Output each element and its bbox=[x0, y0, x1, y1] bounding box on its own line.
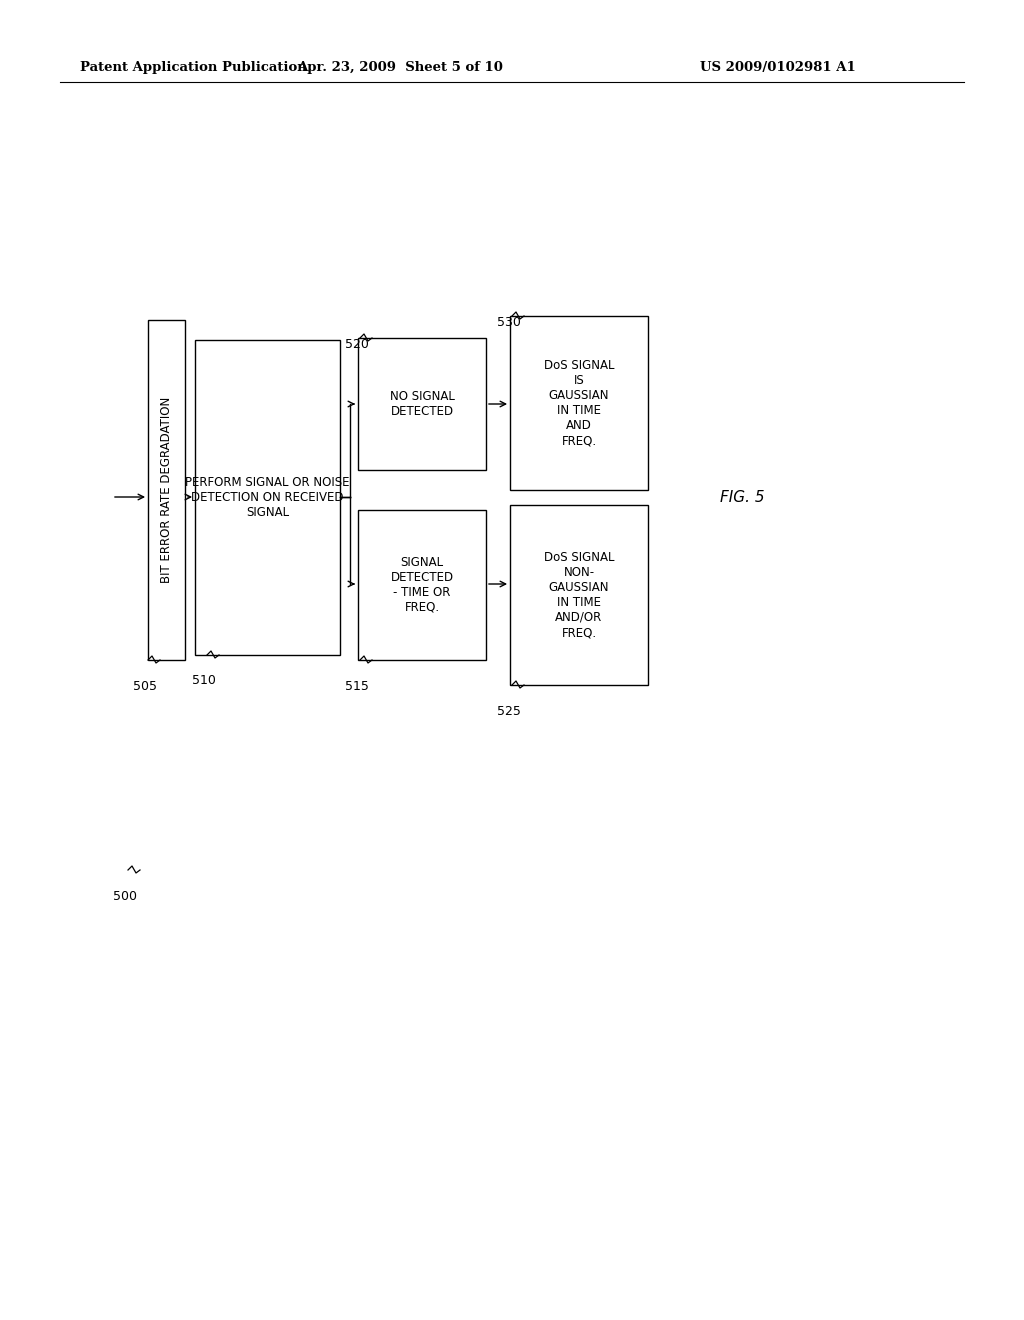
Text: 515: 515 bbox=[345, 680, 369, 693]
Bar bbox=[358, 510, 486, 660]
Text: 500: 500 bbox=[113, 890, 137, 903]
Text: 525: 525 bbox=[497, 705, 521, 718]
Text: BIT ERROR RATE DEGRADATION: BIT ERROR RATE DEGRADATION bbox=[160, 397, 173, 583]
Text: DoS SIGNAL
NON-
GAUSSIAN
IN TIME
AND/OR
FREQ.: DoS SIGNAL NON- GAUSSIAN IN TIME AND/OR … bbox=[544, 550, 614, 639]
Bar bbox=[358, 338, 486, 470]
Text: 510: 510 bbox=[193, 675, 216, 686]
Text: DoS SIGNAL
IS
GAUSSIAN
IN TIME
AND
FREQ.: DoS SIGNAL IS GAUSSIAN IN TIME AND FREQ. bbox=[544, 359, 614, 447]
Text: Patent Application Publication: Patent Application Publication bbox=[80, 62, 307, 74]
Text: PERFORM SIGNAL OR NOISE
DETECTION ON RECEIVED
SIGNAL: PERFORM SIGNAL OR NOISE DETECTION ON REC… bbox=[185, 477, 350, 519]
Text: FIG. 5: FIG. 5 bbox=[720, 490, 765, 504]
Text: 505: 505 bbox=[133, 680, 157, 693]
Text: SIGNAL
DETECTED
- TIME OR
FREQ.: SIGNAL DETECTED - TIME OR FREQ. bbox=[390, 556, 454, 614]
Text: 520: 520 bbox=[345, 338, 369, 351]
Bar bbox=[510, 506, 648, 685]
Text: 530: 530 bbox=[497, 315, 521, 329]
Text: US 2009/0102981 A1: US 2009/0102981 A1 bbox=[700, 62, 856, 74]
Text: NO SIGNAL
DETECTED: NO SIGNAL DETECTED bbox=[389, 389, 455, 418]
Bar bbox=[195, 341, 340, 655]
Bar bbox=[148, 319, 185, 660]
Text: Apr. 23, 2009  Sheet 5 of 10: Apr. 23, 2009 Sheet 5 of 10 bbox=[297, 62, 503, 74]
Bar bbox=[510, 315, 648, 490]
